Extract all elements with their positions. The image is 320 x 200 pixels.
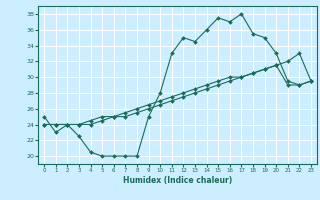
X-axis label: Humidex (Indice chaleur): Humidex (Indice chaleur) [123,176,232,185]
